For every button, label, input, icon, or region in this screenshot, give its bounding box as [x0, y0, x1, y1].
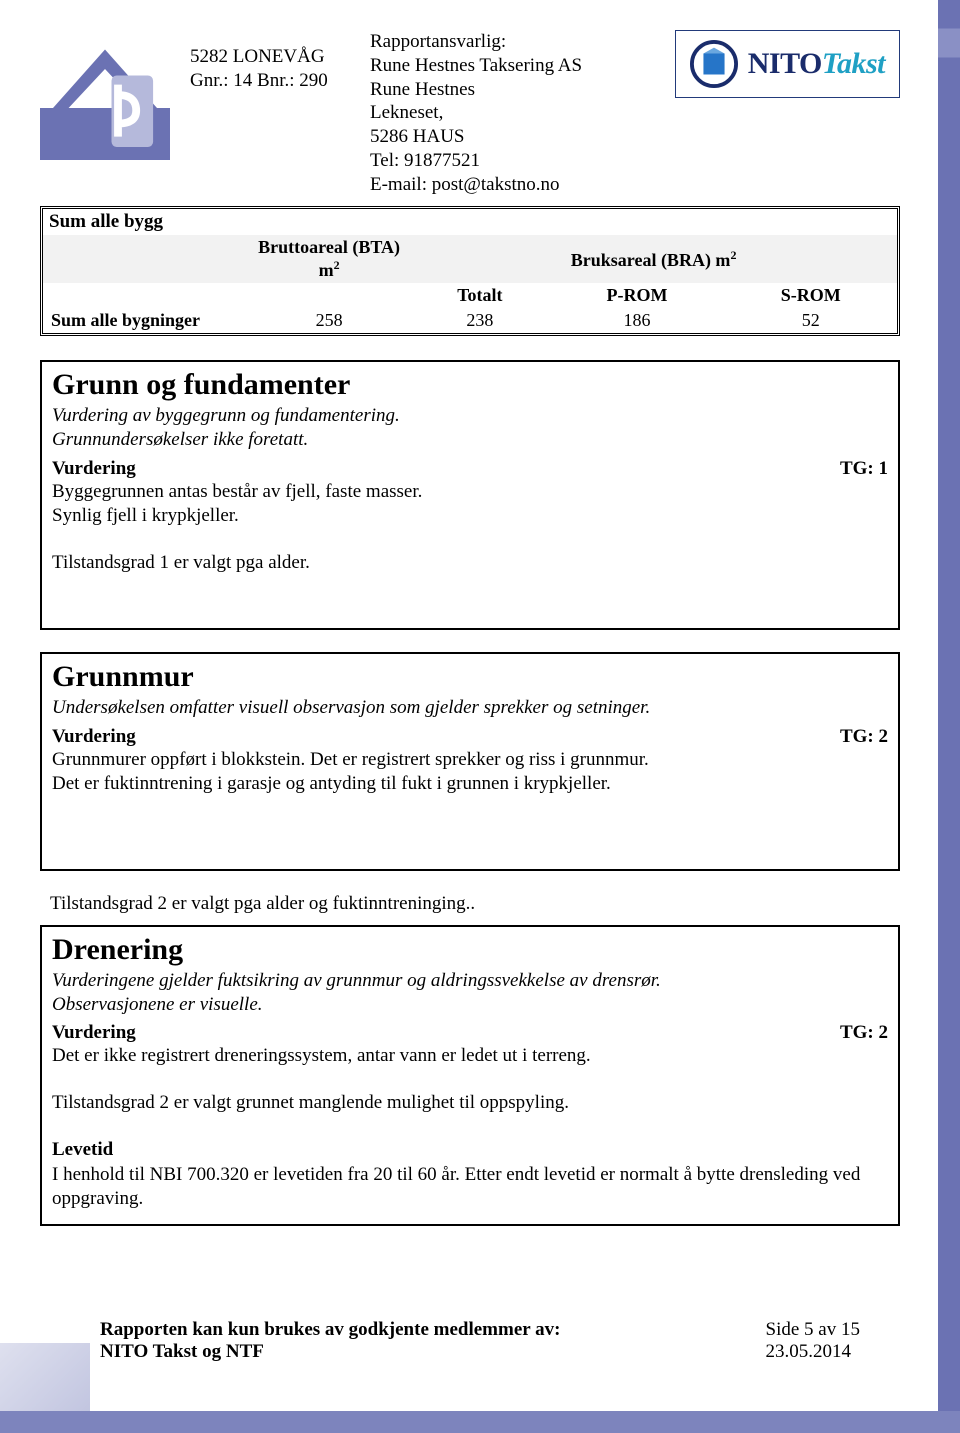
levetid-text: I henhold til NBI 700.320 er levetiden f…: [52, 1163, 888, 1212]
resp-tel: Tel: 91877521: [370, 149, 655, 173]
property-line2: Gnr.: 14 Bnr.: 290: [190, 69, 350, 93]
sub-totalt: Totalt: [410, 283, 549, 308]
val-bta: 258: [248, 308, 410, 333]
section-after: Tilstandsgrad 2 er valgt grunnet manglen…: [52, 1091, 888, 1116]
responsible-info: Rapportansvarlig: Rune Hestnes Taksering…: [370, 30, 655, 196]
col-bra: Bruksareal (BRA) m: [571, 250, 731, 270]
footer-right: Side 5 av 15 23.05.2014: [766, 1319, 860, 1363]
header: 5282 LONEVÅG Gnr.: 14 Bnr.: 290 Rapporta…: [40, 30, 900, 196]
section-title: Grunnmur: [52, 660, 888, 694]
nito-text-part2: Takst: [822, 47, 885, 80]
section-grunn-og-fundamenter: Grunn og fundamenter Vurdering av byggeg…: [40, 360, 900, 630]
section-body: Grunnmurer oppført i blokkstein. Det er …: [52, 748, 888, 797]
company-logo-icon: [40, 30, 170, 160]
section-title: Grunn og fundamenter: [52, 368, 888, 402]
sum-table: Bruttoareal (BTA) m2 Bruksareal (BRA) m2…: [43, 235, 897, 333]
resp-company: Rune Hestnes Taksering AS: [370, 54, 655, 78]
col-bta: Bruttoareal (BTA) m: [258, 237, 400, 280]
val-prom: 186: [550, 308, 725, 333]
sub-prom: P-ROM: [550, 283, 725, 308]
nito-text: NITOTakst: [748, 47, 885, 81]
tg-value: TG: 2: [840, 1022, 888, 1044]
tg-value: TG: 1: [840, 458, 888, 480]
resp-addr2: 5286 HAUS: [370, 125, 655, 149]
page-content: 5282 LONEVÅG Gnr.: 14 Bnr.: 290 Rapporta…: [40, 30, 900, 1248]
vurdering-label: Vurdering: [52, 458, 136, 480]
vurdering-row: Vurdering TG: 2: [52, 726, 888, 748]
vurdering-row: Vurdering TG: 2: [52, 1022, 888, 1044]
row-label: Sum alle bygninger: [43, 308, 248, 333]
footer-left-line1: Rapporten kan kun brukes av godkjente me…: [100, 1319, 560, 1341]
resp-title: Rapportansvarlig:: [370, 30, 655, 54]
sum-box-title: Sum alle bygg: [43, 209, 897, 235]
page-border-bottom: [0, 1411, 960, 1433]
page-border-right: [938, 0, 960, 1433]
footer: Rapporten kan kun brukes av godkjente me…: [100, 1319, 860, 1363]
resp-email: E-mail: post@takstno.no: [370, 173, 655, 197]
sub-srom: S-ROM: [724, 283, 897, 308]
section-after: Tilstandsgrad 1 er valgt pga alder.: [52, 551, 888, 576]
resp-addr1: Lekneset,: [370, 101, 655, 125]
section-drenering: Drenering Vurderingene gjelder fuktsikri…: [40, 925, 900, 1226]
footer-left: Rapporten kan kun brukes av godkjente me…: [100, 1319, 560, 1363]
val-srom: 52: [724, 308, 897, 333]
vurdering-label: Vurdering: [52, 726, 136, 748]
property-info: 5282 LONEVÅG Gnr.: 14 Bnr.: 290: [190, 30, 350, 93]
resp-name: Rune Hestnes: [370, 78, 655, 102]
vurdering-row: Vurdering TG: 1: [52, 458, 888, 480]
table-header-row: Bruttoareal (BTA) m2 Bruksareal (BRA) m2: [43, 235, 897, 283]
section-subtitle: Undersøkelsen omfatter visuell observasj…: [52, 696, 888, 720]
footer-left-line2: NITO Takst og NTF: [100, 1341, 560, 1363]
section-grunnmur: Grunnmur Undersøkelsen omfatter visuell …: [40, 652, 900, 871]
vurdering-label: Vurdering: [52, 1022, 136, 1044]
table-subheader-row: Totalt P-ROM S-ROM: [43, 283, 897, 308]
nito-text-part1: NITO: [748, 47, 822, 80]
levetid-label: Levetid: [52, 1138, 888, 1163]
sum-alle-bygg-box: Sum alle bygg Bruttoareal (BTA) m2 Bruks…: [40, 206, 900, 336]
footer-date: 23.05.2014: [766, 1341, 860, 1363]
section-body: Byggegrunnen antas består av fjell, fast…: [52, 480, 888, 529]
section-subtitle: Vurdering av byggegrunn og fundamenterin…: [52, 404, 888, 452]
val-totalt: 238: [410, 308, 549, 333]
section-body: Det er ikke registrert dreneringssystem,…: [52, 1044, 888, 1069]
page-corner-decoration: [0, 1343, 90, 1433]
section-title: Drenering: [52, 933, 888, 967]
section-subtitle: Vurderingene gjelder fuktsikring av grun…: [52, 969, 888, 1017]
section-outside-text: Tilstandsgrad 2 er valgt pga alder og fu…: [50, 893, 900, 915]
tg-value: TG: 2: [840, 726, 888, 748]
property-line1: 5282 LONEVÅG: [190, 45, 350, 69]
nito-icon: [690, 40, 738, 88]
table-row: Sum alle bygninger 258 238 186 52: [43, 308, 897, 333]
footer-page: Side 5 av 15: [766, 1319, 860, 1341]
nito-logo: NITOTakst: [675, 30, 900, 98]
